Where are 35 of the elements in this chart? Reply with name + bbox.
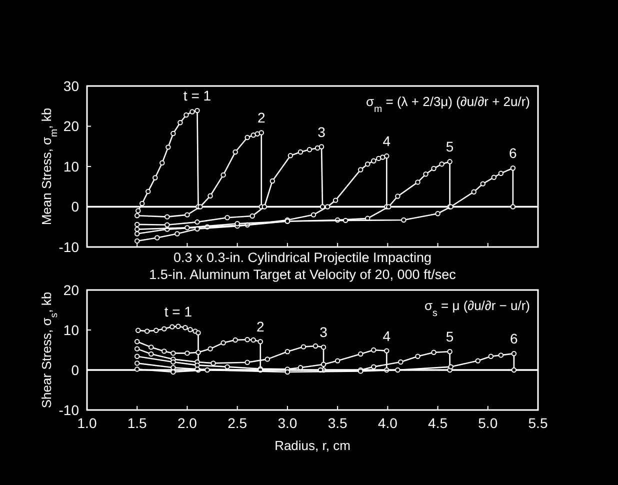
annotation: 5 [446,328,454,345]
y-tick-label: 0 [71,198,80,215]
x-tick-label: 4.0 [378,415,398,431]
annotation: t = 1 [164,303,192,320]
y-tick-label: -10 [58,238,80,255]
annotation: 3 [320,324,328,340]
y-tick-label: 20 [63,282,80,298]
x-axis-title: Radius, r, cm [274,438,350,453]
annotation: t = 1 [183,88,212,104]
y-tick-label: 20 [63,118,80,134]
chart-title: 0.3 x 0.3-in. Cylindrical Projectile Impacting 1.5-in. Aluminum Target at Velocity of 20, 000 ft/sec [149,250,456,282]
annotation: 2 [257,110,266,126]
annotation: 3 [318,124,326,140]
annotation: σ$_{m}$ = (λ + 2/3μ) (∂u/∂r + 2u/r) [366,94,530,114]
x-tick-label: 2.0 [177,415,198,431]
x-tick-label: 5.5 [528,415,548,431]
x-tick-label: 2.5 [228,415,248,431]
y-tick-label: 10 [63,158,80,174]
y-tick-label: 0 [71,362,80,378]
y-tick-label: 30 [63,78,80,94]
annotation: 6 [510,330,518,347]
annotation: 4 [382,133,391,150]
x-tick-label: 1.0 [77,415,97,431]
x-tick-label: 5.0 [478,415,498,431]
y-tick-label: -10 [58,402,80,418]
x-tick-label: 4.5 [428,415,448,431]
x-tick-label: 3.5 [328,415,348,431]
annotation: 2 [256,318,264,335]
annotation: 5 [446,138,454,155]
annotation: 6 [509,145,518,162]
y-tick-label: 10 [63,322,80,338]
annotation: 4 [382,328,391,344]
annotation: σ$_{s}$ = μ (∂u/∂r − u/r) [424,298,530,318]
x-tick-label: 3.0 [278,415,298,431]
x-tick-label: 1.5 [127,415,148,431]
